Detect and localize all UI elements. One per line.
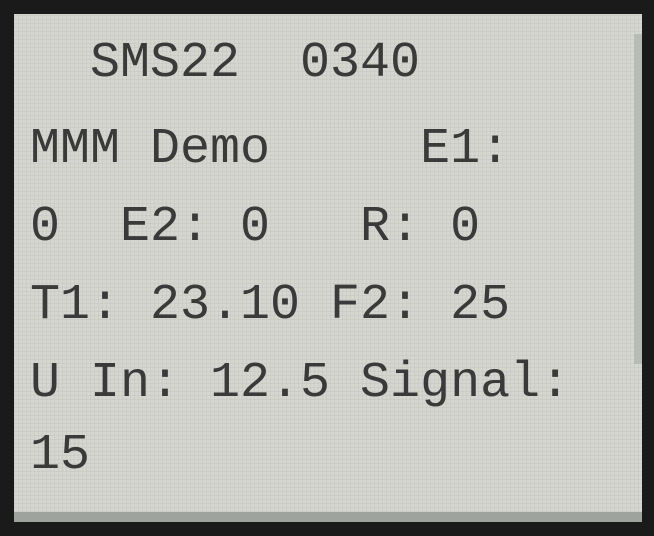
screen-line: U In: 12.5 Signal: — [30, 354, 570, 414]
device-frame: SMS22 0340 MMM Demo E1: 0 E2: 0 R: 0 T1:… — [0, 0, 654, 536]
screen-line: MMM Demo E1: — [30, 120, 510, 180]
screen-line: SMS22 0340 — [90, 34, 420, 94]
lcd-screen: SMS22 0340 MMM Demo E1: 0 E2: 0 R: 0 T1:… — [14, 14, 642, 522]
screen-line: 0 E2: 0 R: 0 — [30, 198, 480, 258]
screen-edge — [634, 34, 642, 364]
screen-line: 15 — [30, 426, 90, 486]
screen-line: T1: 23.10 F2: 25 — [30, 276, 510, 336]
